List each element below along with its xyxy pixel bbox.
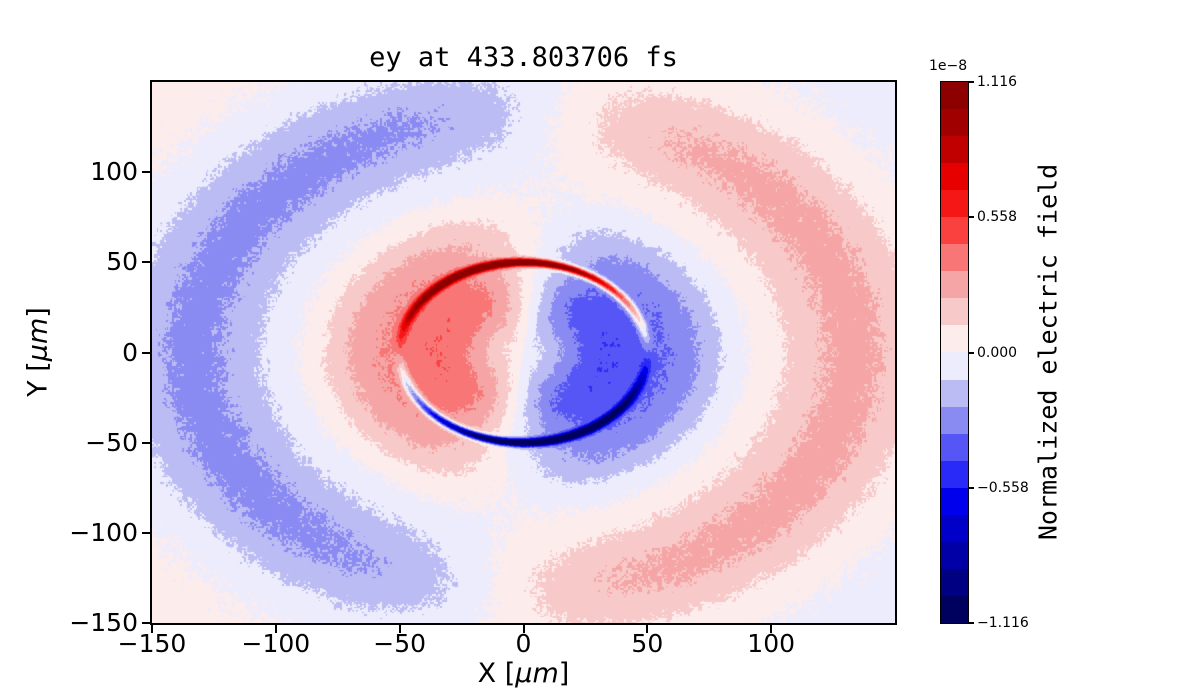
x-tick-label: −150 (117, 629, 187, 658)
x-tick-mark (398, 625, 401, 633)
x-tick-mark (151, 625, 153, 633)
y-tick-label: 50 (106, 247, 138, 277)
x-tick-label: 0 (515, 629, 532, 658)
colorbar-tick-mark (969, 81, 974, 83)
y-tick-label: −50 (85, 427, 138, 457)
colorbar-tick-label: 0.558 (977, 209, 1018, 226)
y-tick-label: 0 (122, 337, 138, 367)
colorbar-band (941, 190, 968, 218)
y-tick-mark (142, 622, 150, 624)
field-heatmap (152, 82, 895, 623)
colorbar-tick-mark (969, 486, 974, 489)
colorbar-tick-label: 0.000 (977, 344, 1018, 361)
x-tick-mark (770, 625, 773, 633)
y-axis-label: Y [μm] (23, 307, 54, 397)
colorbar-tick-mark (969, 351, 974, 354)
y-tick-mark (142, 441, 150, 444)
x-tick-label: 50 (631, 629, 664, 658)
colorbar-band (941, 244, 968, 272)
colorbar-tick-mark (969, 216, 974, 219)
plot-area (150, 80, 897, 625)
x-tick-mark (522, 625, 525, 633)
x-axis-label-pre: X [ (477, 658, 516, 689)
x-axis-unit: μm (515, 658, 559, 689)
x-tick-label: 100 (747, 629, 796, 658)
colorbar-band (941, 298, 968, 326)
x-tick-mark (646, 625, 649, 633)
colorbar-band (941, 271, 968, 299)
colorbar-band (941, 325, 968, 353)
colorbar-offset-label: 1e−8 (929, 58, 968, 74)
y-axis-label-pre: Y [ (22, 361, 54, 397)
colorbar (940, 81, 969, 624)
y-tick-mark (142, 171, 150, 174)
colorbar-band (941, 352, 968, 380)
colorbar-band (941, 217, 968, 245)
y-axis-unit: μm (22, 317, 54, 362)
y-axis-label-post: ] (22, 307, 54, 318)
colorbar-band (941, 568, 968, 596)
colorbar-band (941, 595, 968, 623)
x-tick-label: −50 (373, 629, 427, 658)
y-tick-label: −100 (69, 517, 138, 547)
y-tick-mark (142, 531, 150, 534)
colorbar-band (941, 82, 968, 110)
x-tick-mark (274, 625, 277, 633)
y-tick-label: −150 (69, 608, 138, 637)
colorbar-tick-label: 1.116 (977, 74, 1018, 90)
x-axis-label: X [μm] (152, 658, 895, 689)
colorbar-band (941, 514, 968, 542)
y-tick-label: 100 (90, 157, 138, 187)
colorbar-label: Normalized electric field (1033, 163, 1063, 541)
colorbar-band (941, 109, 968, 137)
colorbar-tick-label: −1.116 (977, 615, 1029, 631)
colorbar-band (941, 379, 968, 407)
colorbar-band (941, 460, 968, 488)
y-tick-mark (142, 351, 150, 354)
page-title: ey at 433.803706 fs (369, 42, 678, 73)
colorbar-band (941, 136, 968, 164)
colorbar-band (941, 406, 968, 434)
x-tick-label: −100 (241, 629, 311, 658)
colorbar-band (941, 433, 968, 461)
colorbar-tick-mark (969, 622, 974, 624)
colorbar-band (941, 541, 968, 569)
x-axis-label-post: ] (558, 658, 570, 689)
colorbar-band (941, 487, 968, 515)
colorbar-band (941, 163, 968, 191)
y-tick-mark (142, 261, 150, 264)
colorbar-tick-label: −0.558 (977, 479, 1029, 496)
